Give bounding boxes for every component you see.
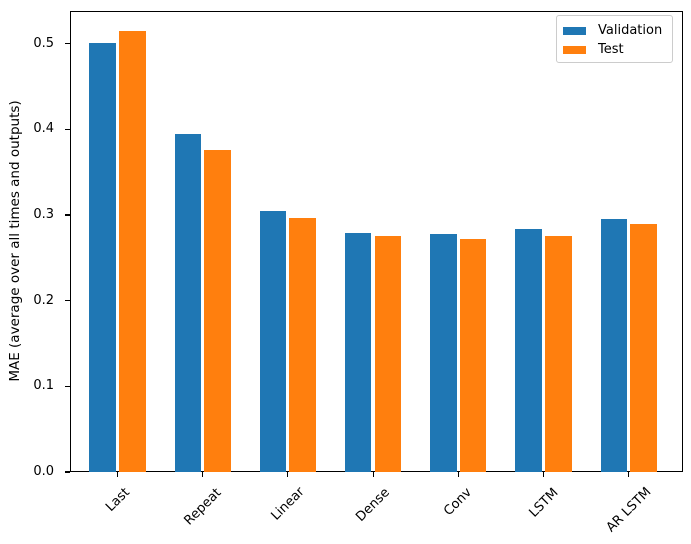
legend-item-validation: Validation	[563, 21, 672, 40]
bar-linear-test	[289, 217, 316, 472]
x-tick-label-conv: Conv	[441, 485, 476, 519]
y-tick-mark	[65, 300, 70, 302]
y-tick-mark	[65, 471, 70, 473]
x-tick-mark	[542, 472, 545, 477]
x-tick-label-ar-lstm: AR LSTM	[603, 485, 655, 536]
bar-last-validation	[89, 42, 116, 472]
x-tick-label-lstm: LSTM	[525, 485, 562, 521]
test-color-swatch	[563, 45, 586, 54]
y-tick-label: 0.1	[33, 378, 54, 394]
x-tick-label-last: Last	[102, 484, 133, 515]
bar-lstm-test	[545, 236, 572, 472]
y-tick-label: 0.5	[33, 35, 54, 51]
y-tick-mark	[65, 128, 70, 130]
y-tick-mark	[65, 385, 70, 387]
y-tick-label: 0.4	[33, 121, 54, 137]
bar-dense-test	[374, 236, 402, 472]
bar-repeat-validation	[174, 134, 201, 472]
y-tick-label: 0.2	[33, 292, 54, 308]
x-tick-mark	[202, 472, 204, 477]
y-tick-mark	[65, 214, 70, 216]
y-tick-mark	[65, 42, 70, 45]
bar-conv-test	[459, 238, 487, 472]
x-tick-mark	[457, 472, 459, 477]
x-tick-mark	[287, 472, 289, 477]
bar-dense-validation	[344, 232, 372, 472]
bar-repeat-test	[204, 149, 231, 472]
x-tick-mark	[372, 472, 374, 477]
legend-label-test: Test	[598, 42, 624, 57]
validation-color-swatch	[563, 26, 586, 35]
y-tick-label: 0.0	[33, 464, 54, 479]
legend-label-validation: Validation	[598, 23, 663, 38]
x-tick-label-repeat: Repeat	[181, 485, 225, 529]
y-tick-label: 0.3	[33, 206, 54, 222]
legend: Validation Test	[556, 15, 673, 63]
bar-ar-lstm-validation	[600, 219, 627, 472]
bar-lstm-validation	[515, 228, 542, 472]
x-tick-mark	[628, 472, 630, 477]
x-tick-label-linear: Linear	[268, 484, 308, 525]
y-axis-label-text: MAE (average over all times and outputs)	[7, 100, 23, 382]
bar-ar-lstm-test	[630, 223, 657, 472]
x-tick-label-dense: Dense	[353, 484, 393, 525]
legend-item-test: Test	[563, 40, 672, 59]
x-tick-mark	[116, 472, 119, 477]
bar-last-test	[119, 30, 146, 472]
bar-linear-validation	[259, 210, 287, 472]
bar-conv-validation	[430, 233, 457, 472]
